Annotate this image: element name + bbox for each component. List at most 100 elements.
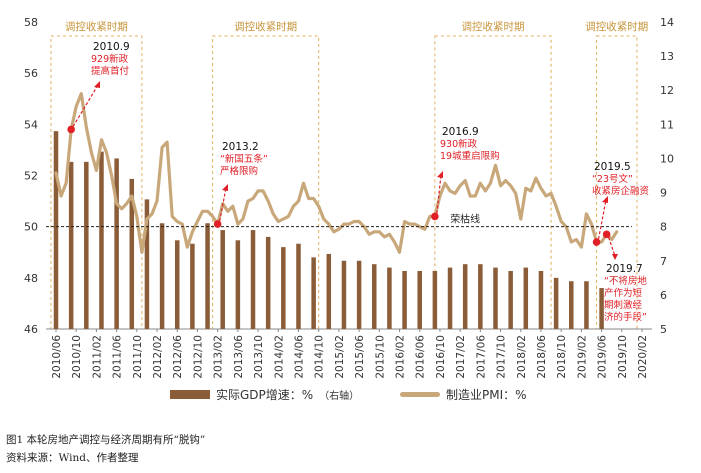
right-axis-tick-label: 11	[660, 118, 674, 131]
annotation-date: 2019.5	[594, 161, 631, 173]
gdp-bar	[493, 267, 498, 329]
source-note: 资料来源：Wind、作者整理	[6, 452, 139, 464]
x-axis-tick-label: 2019/10	[617, 335, 629, 379]
gdp-bar	[205, 223, 210, 329]
gdp-bar	[599, 288, 604, 329]
gdp-bar	[174, 240, 180, 329]
gdp-bar	[462, 264, 468, 329]
annotation-arrow-line	[219, 187, 227, 222]
left-axis-tick-label: 56	[24, 67, 38, 80]
gdp-bar	[281, 247, 286, 329]
gdp-bar	[356, 260, 362, 329]
x-axis-tick-label: 2013/02	[213, 335, 225, 379]
x-axis-tick-label: 2018/02	[516, 335, 528, 379]
x-axis-tick-label: 2012/02	[152, 335, 164, 379]
right-axis-tick-label: 9	[660, 187, 667, 200]
annotation-text: 930新政	[440, 138, 478, 150]
x-axis-tick-label: 2015/10	[374, 335, 386, 379]
x-axis-tick-label: 2016/10	[435, 335, 447, 379]
annotation-arrowhead	[222, 184, 228, 191]
x-axis-tick-label: 2020/02	[637, 335, 649, 379]
annotation-marker	[592, 238, 601, 246]
right-axis-tick-label: 10	[660, 152, 674, 165]
x-axis-tick-label: 2015/06	[354, 335, 366, 379]
gdp-bar	[296, 243, 301, 329]
x-axis-tick-label: 2015/02	[334, 335, 346, 379]
legend-pmi-label: 制造业PMI：%	[446, 388, 527, 402]
gdp-bar	[311, 257, 316, 329]
legend-pmi-swatch	[400, 392, 440, 397]
annotation-text: “新国五条”	[220, 153, 268, 165]
legend-pmi: 制造业PMI：%	[400, 386, 527, 403]
gdp-bar	[53, 131, 59, 329]
annotation-date: 2016.9	[442, 126, 479, 138]
annotation-arrowhead	[602, 196, 608, 203]
gdp-bar	[129, 178, 135, 329]
x-axis-tick-label: 2019/06	[597, 335, 609, 379]
x-axis-tick-label: 2016/02	[395, 335, 407, 379]
annotation-text: 提高首付	[91, 65, 130, 77]
annotation-arrowhead	[437, 171, 443, 178]
reference-line-label: 荣枯线	[450, 213, 480, 226]
annotation-text: 严格限购	[220, 165, 258, 177]
gdp-bar	[114, 158, 119, 329]
x-axis-tick-label: 2012/10	[192, 335, 204, 379]
annotation-arrowhead	[94, 81, 100, 88]
x-axis-tick-label: 2017/02	[455, 335, 467, 379]
x-axis-tick-label: 2011/06	[112, 335, 124, 379]
gdp-bar	[402, 271, 407, 329]
gdp-bar	[523, 267, 529, 329]
gdp-bar	[372, 264, 377, 329]
tightening-period-label: 调控收紧时期	[461, 20, 524, 33]
x-axis-tick-label: 2013/10	[253, 335, 265, 379]
annotation-text: 19城重启限购	[440, 150, 500, 162]
gdp-bar	[569, 281, 574, 329]
right-axis-tick-label: 5	[660, 323, 667, 336]
x-axis-tick-label: 2016/06	[415, 335, 427, 379]
right-axis-tick-label: 8	[660, 221, 667, 234]
left-axis-tick-label: 52	[24, 170, 38, 183]
pmi-line	[54, 91, 619, 254]
gdp-bar	[341, 260, 347, 329]
annotation-marker	[67, 125, 75, 134]
legend-gdp-axis-note: （右轴）	[319, 391, 360, 402]
right-axis-tick-label: 12	[660, 84, 674, 97]
annotation-arrow-line	[436, 174, 442, 214]
annotation-text: 收紧房企融资	[592, 185, 650, 197]
gdp-bar	[553, 277, 559, 329]
legend-gdp-swatch	[170, 390, 210, 399]
annotation-arrow-line	[72, 84, 99, 127]
x-axis-tick-label: 2011/02	[91, 335, 103, 379]
annotation-arrow-line	[608, 237, 616, 257]
annotation-date: 2019.7	[606, 263, 643, 275]
tightening-period-label: 调控收紧时期	[585, 20, 648, 33]
left-axis-tick-label: 54	[24, 118, 38, 131]
gdp-bar	[220, 230, 225, 329]
legend-gdp: 实际GDP增速：% （右轴）	[170, 386, 359, 403]
right-axis-tick-label: 14	[660, 16, 674, 29]
gdp-bar	[326, 253, 332, 329]
x-axis-tick-label: 2011/10	[132, 335, 144, 379]
gdp-bar	[478, 264, 483, 329]
gdp-bar	[584, 281, 589, 329]
x-axis-tick-label: 2018/10	[556, 335, 568, 379]
x-axis-tick-label: 2012/06	[172, 335, 184, 379]
right-axis-tick-label: 6	[660, 289, 667, 302]
annotation-arrowhead	[612, 254, 618, 260]
gdp-bar	[387, 267, 392, 329]
gdp-bar	[159, 223, 165, 329]
annotation-text: 929新政	[91, 53, 129, 65]
tightening-period-box	[596, 35, 638, 330]
legend-gdp-label: 实际GDP增速：%	[216, 388, 314, 402]
annotation-arrow-line	[597, 199, 607, 240]
x-axis-tick-label: 2018/06	[536, 335, 548, 379]
x-axis-tick-label: 2014/02	[273, 335, 285, 379]
right-axis-tick-label: 13	[660, 50, 674, 63]
gdp-bar	[508, 271, 513, 329]
annotation-marker	[602, 230, 611, 239]
gdp-bar	[68, 161, 74, 329]
gdp-bar	[99, 151, 104, 329]
annotation-text: “23号文”	[592, 173, 633, 185]
x-axis-tick-label: 2017/06	[475, 335, 487, 379]
gdp-bar	[84, 161, 89, 329]
